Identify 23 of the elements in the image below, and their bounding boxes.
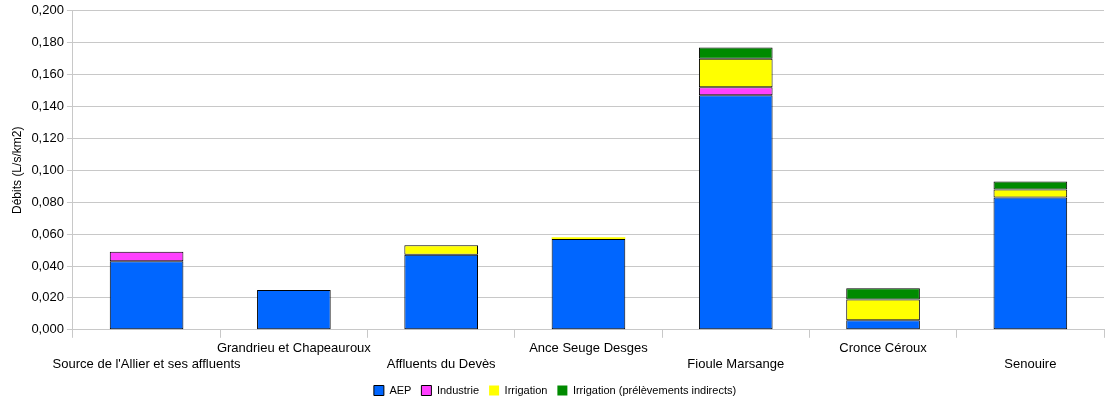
legend-label: Irrigation [504, 383, 548, 396]
y-tick-label: 0,060 [31, 225, 64, 241]
x-tick-label: Fioule Marsange [687, 355, 785, 371]
y-tick-label: 0,120 [31, 129, 64, 145]
x-tick-label: Grandrieu et Chapeauroux [216, 340, 372, 356]
legend-label: AEP [389, 383, 412, 396]
y-tick-label: 0,000 [31, 321, 64, 337]
x-tick-label: Cronce Céroux [839, 340, 928, 356]
y-tick-label: 0,080 [31, 193, 64, 209]
x-tick-label: Affluents du Devès [386, 355, 497, 371]
y-tick-label: 0,040 [31, 257, 64, 273]
x-tick-label: Ance Seuge Desges [529, 340, 649, 356]
y-axis-title: Débits (L/s/km2) [9, 126, 24, 214]
x-tick-label: Source de l'Allier et ses affluents [52, 355, 242, 371]
y-tick-label: 0,140 [31, 98, 64, 114]
y-tick-label: 0,020 [31, 289, 64, 305]
legend-label: Irrigation (prélèvements indirects) [572, 383, 737, 396]
x-tick-label: Senouire [1004, 355, 1057, 371]
y-tick-label: 0,200 [31, 2, 64, 18]
y-tick-label: 0,100 [31, 161, 64, 177]
legend-label: Industrie [436, 383, 480, 396]
y-tick-label: 0,160 [31, 66, 64, 82]
y-tick-label: 0,180 [31, 34, 64, 50]
